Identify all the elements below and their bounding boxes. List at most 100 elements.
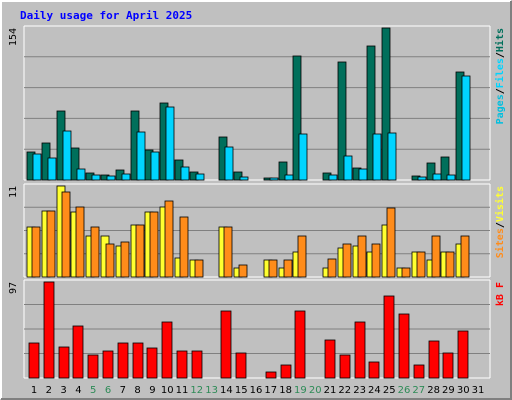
bar-kb-f — [102, 350, 114, 379]
day-label: 2 — [46, 385, 52, 396]
day-label: 19 — [294, 385, 307, 396]
panel-legend: Sites/Visits — [494, 186, 506, 258]
bar-kb-f — [413, 364, 425, 379]
bar-kb-f — [72, 325, 84, 379]
bar-sites — [179, 216, 189, 278]
bar-sites — [342, 243, 352, 278]
day-label: 31 — [472, 385, 485, 396]
day-label: 6 — [105, 385, 111, 396]
day-label: 26 — [398, 385, 411, 396]
bar-files — [224, 146, 234, 181]
bar-sites — [120, 241, 130, 278]
bar-files — [358, 168, 368, 181]
bar-kb-f — [132, 342, 144, 379]
bar-sites — [31, 226, 41, 278]
day-label: 20 — [309, 385, 322, 396]
bar-kb-f — [191, 350, 203, 379]
bar-kb-f — [220, 310, 232, 379]
bar-kb-f — [58, 346, 70, 379]
bar-files — [76, 168, 86, 181]
bar-files — [446, 174, 456, 181]
bar-kb-f — [117, 342, 129, 379]
day-label: 27 — [412, 385, 425, 396]
bar-sites — [105, 243, 115, 278]
day-label: 14 — [220, 385, 233, 396]
bar-kb-f — [368, 361, 380, 379]
bar-sites — [431, 235, 441, 278]
bar-sites — [164, 200, 174, 278]
legend-entry: / — [495, 88, 506, 94]
bar-files — [121, 173, 131, 181]
legend-entry: kB F — [495, 282, 506, 306]
bar-sites — [223, 226, 233, 278]
panel-visits-sites: 11 Sites/Visits — [8, 183, 506, 278]
panel-kbytes: 97 kB F — [8, 279, 506, 379]
bar-kb-f — [428, 340, 440, 379]
bar-sites — [135, 224, 145, 278]
bar-sites — [445, 251, 455, 278]
legend-entry: Sites — [494, 228, 506, 258]
bar-hits — [366, 45, 376, 181]
day-label: 10 — [161, 385, 174, 396]
bar-files — [328, 174, 338, 181]
day-label: 16 — [250, 385, 263, 396]
bar-sites — [371, 243, 381, 278]
bar-sites — [46, 210, 56, 278]
bar-files — [343, 155, 353, 181]
bar-hits — [440, 156, 450, 181]
day-label: 24 — [368, 385, 381, 396]
bar-sites — [416, 251, 426, 278]
bar-kb-f — [442, 352, 454, 379]
day-label: 12 — [190, 385, 203, 396]
day-labels: 1 2 3 4 5 6 7 8 9 10 11 12 13 14 15 16 17 18 19 20 21 22 23 24 2… — [31, 385, 485, 396]
bar-hits — [426, 162, 436, 181]
day-label: 4 — [75, 385, 81, 396]
bar-sites — [61, 191, 71, 278]
legend-entry: / — [495, 222, 506, 228]
bar-kb-f — [28, 342, 40, 379]
day-label: 25 — [383, 385, 396, 396]
bar-sites — [297, 235, 307, 278]
bar-kb-f — [176, 350, 188, 379]
panel-legend: Pages/Files/Hits — [494, 28, 506, 124]
bar-sites — [194, 259, 204, 278]
bar-kb-f — [280, 364, 292, 379]
day-label: 13 — [205, 385, 218, 396]
bar-kb-f — [339, 354, 351, 379]
bar-kb-f — [354, 321, 366, 379]
bar-sites — [386, 207, 396, 278]
bar-files — [461, 75, 471, 181]
bar-files — [150, 151, 160, 181]
bar-files — [32, 153, 42, 181]
day-label: 5 — [90, 385, 96, 396]
bar-files — [47, 157, 57, 181]
day-label: 17 — [264, 385, 277, 396]
bar-kb-f — [146, 347, 158, 379]
bar-sites — [401, 267, 411, 278]
scale-max-label: 154 — [8, 28, 19, 46]
bar-files — [62, 130, 72, 181]
day-label: 3 — [60, 385, 66, 396]
bar-kb-f — [398, 313, 410, 379]
bar-hits — [337, 61, 347, 181]
bar-hits — [278, 161, 288, 181]
bar-sites — [283, 259, 293, 278]
bar-kb-f — [43, 281, 55, 379]
bar-files — [298, 133, 308, 181]
legend-entry: Files — [494, 58, 506, 88]
bar-files — [180, 166, 190, 181]
bar-sites — [268, 259, 278, 278]
bar-files — [239, 176, 249, 181]
day-label: 11 — [176, 385, 189, 396]
bar-files — [195, 173, 205, 181]
day-label: 7 — [120, 385, 126, 396]
bar-sites — [238, 264, 248, 278]
bar-files — [91, 174, 101, 181]
scale-max-label: 97 — [8, 282, 19, 294]
day-label: 1 — [31, 385, 37, 396]
day-label: 28 — [427, 385, 440, 396]
